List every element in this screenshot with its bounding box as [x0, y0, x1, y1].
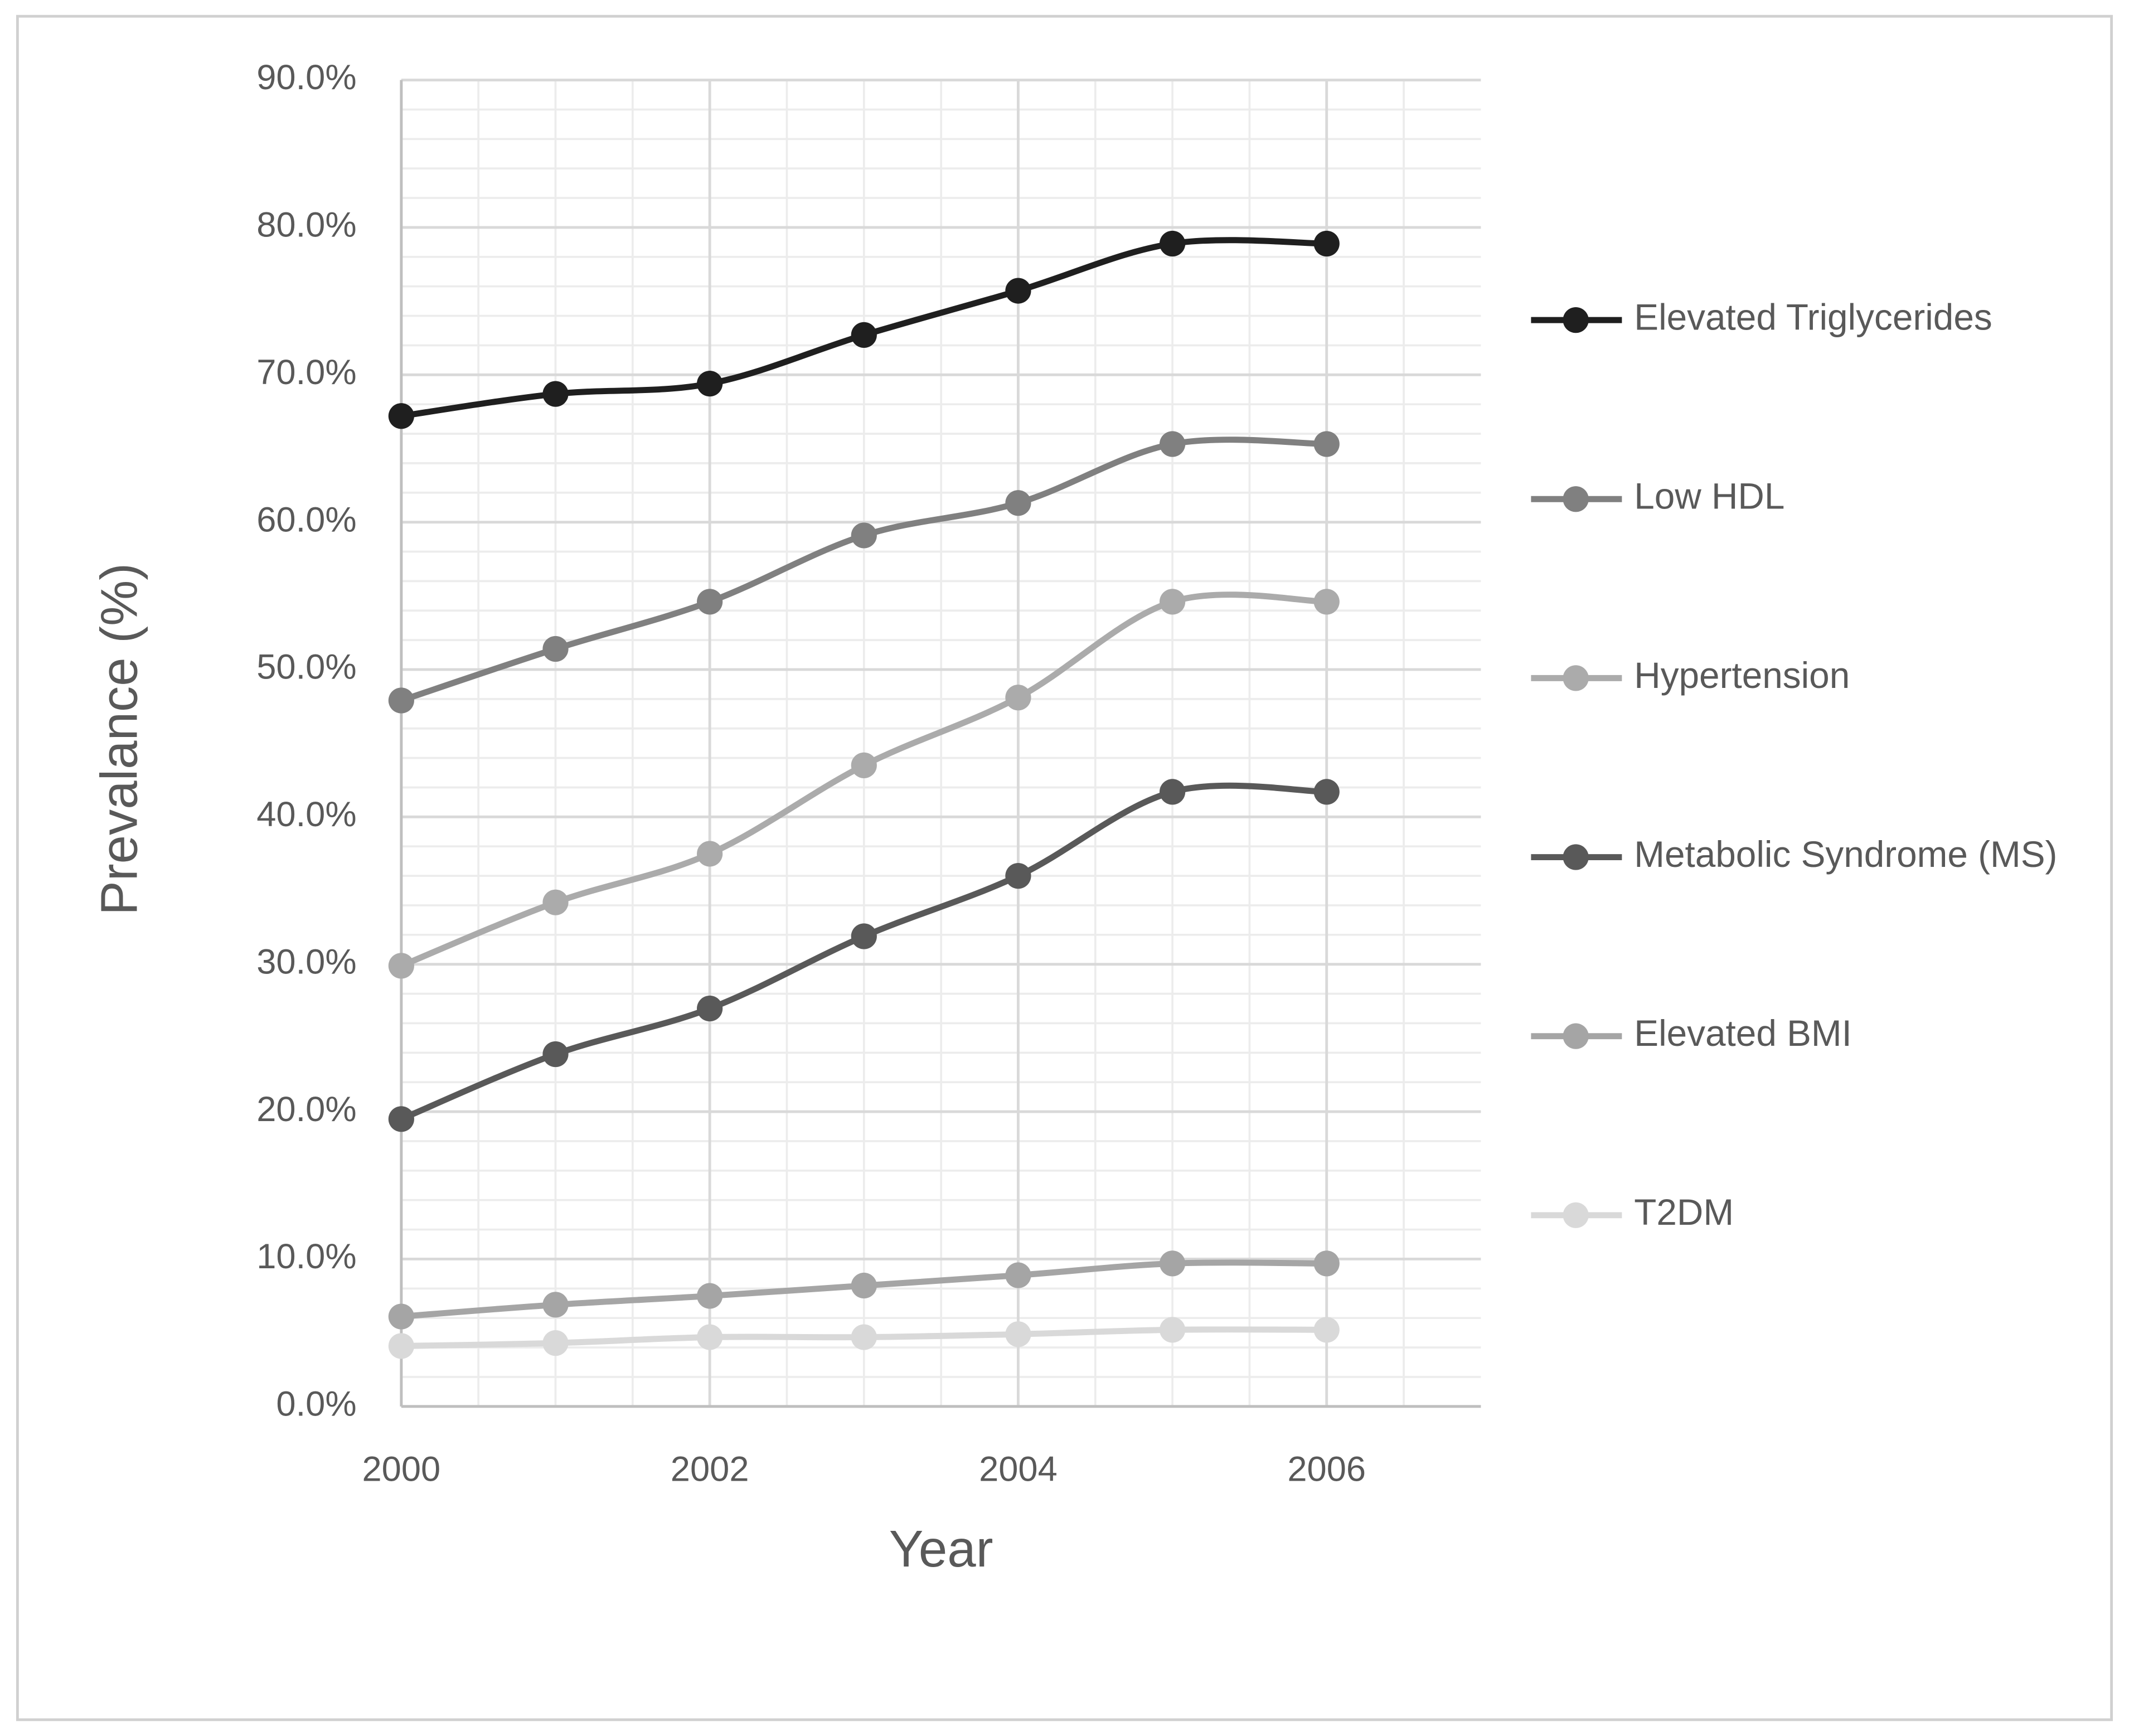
- data-point: [388, 687, 414, 714]
- data-point: [1313, 230, 1340, 257]
- data-point: [1313, 589, 1340, 615]
- x-tick-label: 2004: [979, 1449, 1058, 1488]
- data-point: [1159, 431, 1186, 457]
- y-tick-label: 50.0%: [256, 648, 356, 687]
- x-tick-label: 2000: [362, 1449, 440, 1488]
- data-point: [388, 403, 414, 429]
- data-point: [1159, 230, 1186, 257]
- data-point: [1313, 779, 1340, 805]
- data-point: [1005, 278, 1031, 304]
- legend-marker: [1563, 1202, 1589, 1228]
- data-point: [851, 522, 877, 549]
- data-point: [1159, 1250, 1186, 1277]
- data-point: [1005, 1262, 1031, 1288]
- data-point: [851, 322, 877, 348]
- data-point: [542, 636, 569, 662]
- legend-label: Elevated Triglycerides: [1634, 297, 1992, 337]
- data-point: [697, 1324, 723, 1350]
- data-point: [1159, 1317, 1186, 1343]
- data-point: [851, 1272, 877, 1299]
- data-point: [1005, 685, 1031, 711]
- y-tick-label: 80.0%: [256, 206, 356, 245]
- data-point: [851, 752, 877, 778]
- y-tick-label: 0.0%: [276, 1385, 356, 1424]
- data-point: [1313, 1317, 1340, 1343]
- data-point: [388, 1303, 414, 1330]
- y-tick-label: 40.0%: [256, 795, 356, 834]
- data-point: [542, 1292, 569, 1318]
- data-point: [388, 953, 414, 979]
- data-point: [697, 371, 723, 397]
- y-tick-label: 30.0%: [256, 942, 356, 981]
- data-point: [542, 889, 569, 915]
- data-point: [542, 381, 569, 407]
- data-point: [697, 841, 723, 867]
- data-point: [1313, 431, 1340, 457]
- legend-label: Metabolic Syndrome (MS): [1634, 834, 2057, 875]
- data-point: [697, 995, 723, 1022]
- data-point: [697, 589, 723, 615]
- y-axis-title: Prevalance (%): [90, 563, 148, 915]
- data-point: [542, 1041, 569, 1068]
- data-point: [542, 1330, 569, 1356]
- data-point: [697, 1283, 723, 1309]
- legend-marker: [1563, 1023, 1589, 1049]
- y-tick-label: 10.0%: [256, 1237, 356, 1276]
- legend-label: Low HDL: [1634, 476, 1784, 517]
- data-point: [851, 1324, 877, 1350]
- legend-label: Elevated BMI: [1634, 1013, 1852, 1054]
- data-point: [1159, 589, 1186, 615]
- data-point: [388, 1106, 414, 1132]
- data-point: [388, 1333, 414, 1359]
- y-tick-label: 70.0%: [256, 353, 356, 392]
- legend-label: Hypertension: [1634, 655, 1850, 696]
- data-point: [851, 923, 877, 949]
- x-axis-title: Year: [889, 1520, 993, 1578]
- data-point: [1005, 1321, 1031, 1347]
- data-point: [1005, 490, 1031, 516]
- chart-border: [16, 14, 2113, 1722]
- y-tick-label: 60.0%: [256, 500, 356, 539]
- legend-label: T2DM: [1634, 1192, 1734, 1233]
- legend-marker: [1563, 844, 1589, 870]
- y-tick-label: 90.0%: [256, 58, 356, 97]
- x-tick-label: 2002: [671, 1449, 749, 1488]
- data-point: [1005, 862, 1031, 889]
- x-tick-label: 2006: [1287, 1449, 1366, 1488]
- legend-marker: [1563, 665, 1589, 691]
- data-point: [1159, 779, 1186, 805]
- y-tick-label: 20.0%: [256, 1090, 356, 1129]
- legend-marker: [1563, 486, 1589, 512]
- legend-marker: [1563, 307, 1589, 333]
- data-point: [1313, 1250, 1340, 1277]
